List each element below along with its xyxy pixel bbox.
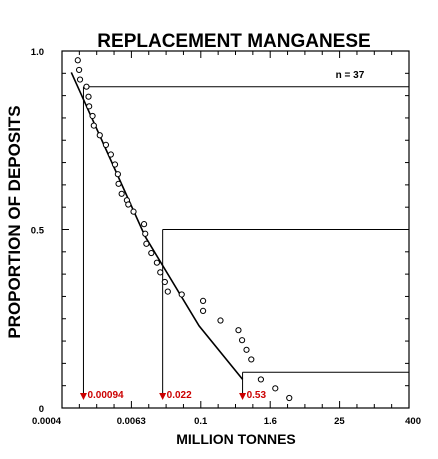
x-tick-label: 1.6 [264,416,277,427]
percentile-annotations: 0.00094 0.022 0.53 [79,390,267,401]
data-point [75,66,83,74]
data-points [74,57,293,402]
data-point [142,230,149,237]
data-point [86,103,93,110]
data-point [85,93,92,100]
y-tick-labels: 0 0.5 1.0 [31,47,45,415]
data-point [238,337,246,344]
data-point [148,249,155,257]
y-axis-title: PROPORTION OF DEPOSITS [5,105,24,338]
data-point [217,317,224,324]
data-point [286,394,293,402]
data-point [243,346,250,353]
data-point [140,221,148,228]
data-point [76,76,84,83]
percentile-label: 0.53 [247,390,267,401]
x-axis-title: MILLION TONNES [176,431,296,447]
data-point [153,259,161,266]
sample-size-label: n = 37 [336,70,365,81]
data-point [257,376,265,383]
percentile-arrow [239,393,247,400]
x-tick-label: 0.0063 [117,416,146,427]
data-point [74,57,81,64]
data-point [107,151,114,158]
data-point [199,307,207,314]
data-point [125,201,132,208]
fitted-curve [70,72,244,380]
x-tick-label: 25 [334,416,345,427]
percentile-label: 0.00094 [87,390,124,401]
data-point [115,180,122,187]
data-point [157,269,164,276]
data-point [96,132,103,139]
data-point [199,297,207,304]
data-point [164,288,171,295]
data-point [83,83,90,90]
y-tick-label: 0 [39,404,44,415]
data-point [248,356,255,363]
chart-title: REPLACEMENT MANGANESE [97,31,370,52]
x-tick-label: 0.1 [194,416,208,427]
data-point [90,122,97,129]
percentile-label: 0.022 [167,390,192,401]
data-point [89,112,96,120]
tick-marks [61,50,410,409]
data-point [178,291,185,298]
data-point [272,385,279,392]
data-point [102,141,110,148]
y-tick-label: 0.5 [31,226,45,237]
x-tick-label: 400 [405,416,421,427]
percentile-arrow [79,393,87,400]
percentile-guide-lines [82,86,409,394]
data-point [235,327,242,334]
data-point [161,278,168,286]
data-point [143,240,150,247]
data-point [118,190,125,197]
data-point [114,171,121,178]
x-tick-labels: 0.0004 0.0063 0.1 1.6 25 400 [32,416,421,427]
x-tick-label: 0.0004 [32,416,62,427]
data-point [130,208,137,215]
data-point [111,161,119,168]
y-tick-label: 1.0 [31,47,44,58]
percentile-arrow [159,393,167,400]
